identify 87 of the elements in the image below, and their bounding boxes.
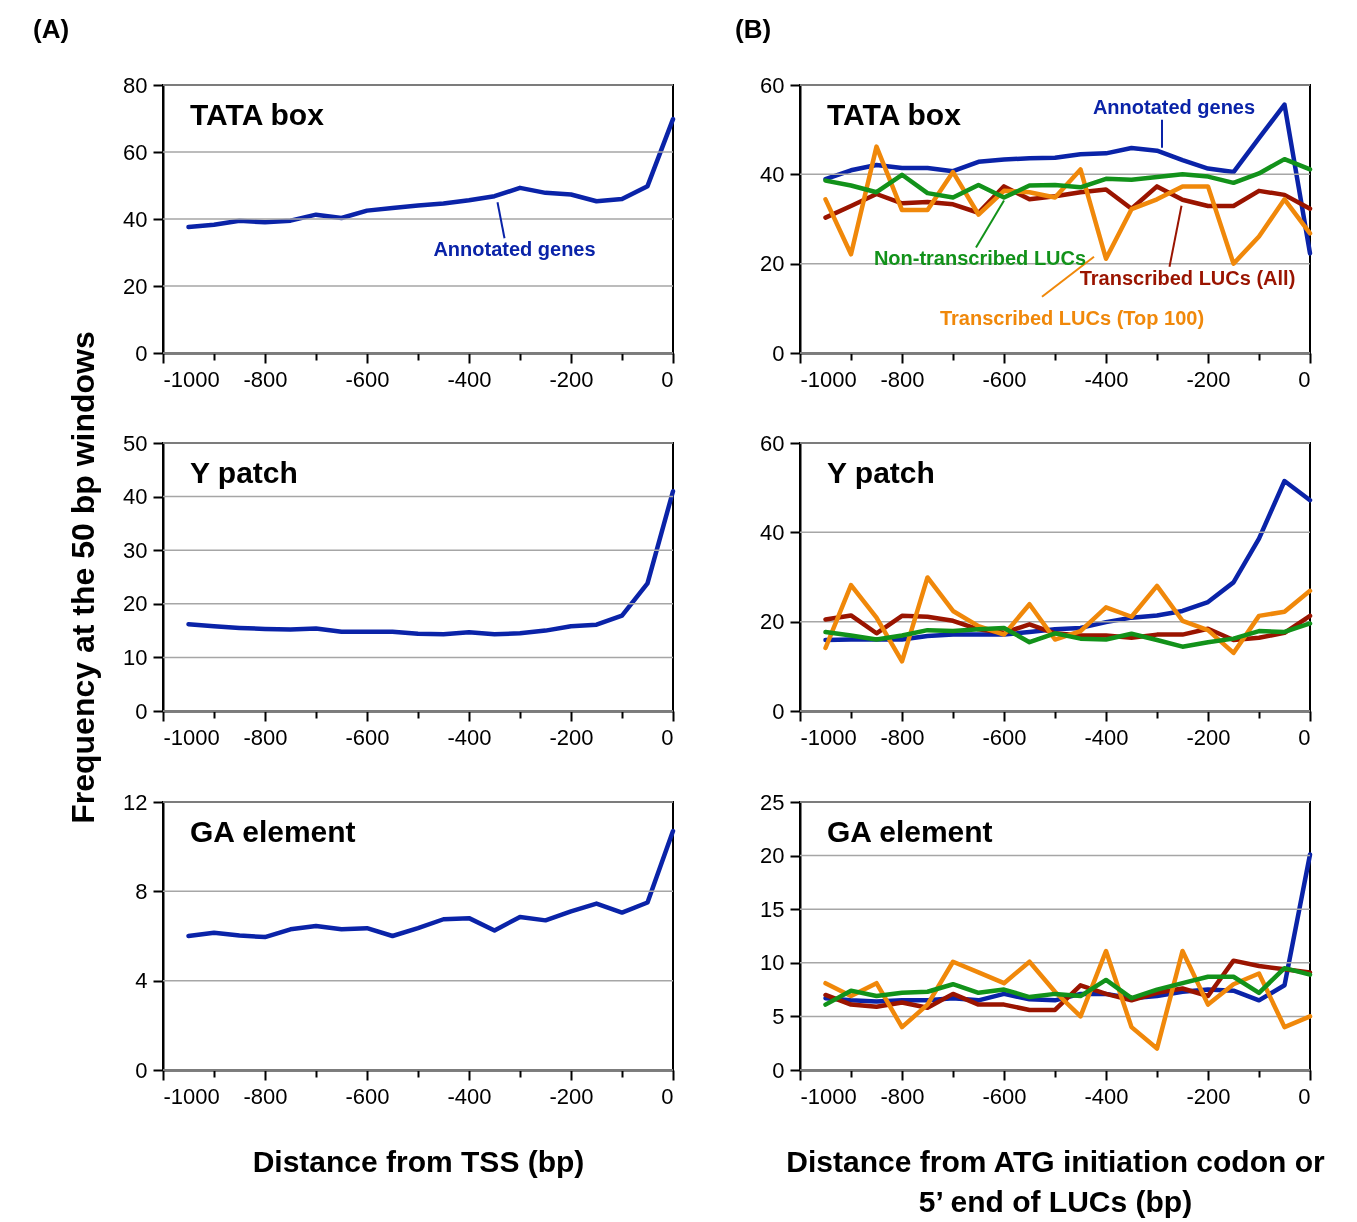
line-series <box>823 965 1313 1007</box>
chart-title: TATA box <box>827 98 962 131</box>
y-tick-label: 20 <box>760 609 785 635</box>
x-tick-label: -200 <box>549 724 594 750</box>
x-tick-label: -600 <box>345 724 390 750</box>
y-tick-label: 0 <box>772 340 785 366</box>
x-tick-label: -800 <box>243 366 288 392</box>
x-tick-label: 0 <box>661 724 674 750</box>
text: Transcribed LUCs (All) <box>1079 266 1296 289</box>
x-tick-label: -200 <box>549 1083 594 1109</box>
y-tick-label: 40 <box>760 519 785 545</box>
legend-label: Non-transcribed LUCs <box>873 246 1087 269</box>
y-tick-label: 0 <box>135 340 148 366</box>
y-tick-label: 25 <box>760 789 785 815</box>
x-tick-label: -400 <box>447 366 492 392</box>
chart-title: Y patch <box>827 456 935 489</box>
x-tick-label: -800 <box>880 724 925 750</box>
x-tick-label: -400 <box>1084 724 1129 750</box>
x-tick-label: -800 <box>243 724 288 750</box>
x-tick-label: -400 <box>1084 1083 1129 1109</box>
line-series <box>186 488 676 637</box>
x-tick-label: -800 <box>880 366 925 392</box>
series-label: Annotated genes <box>1092 95 1256 118</box>
x-tick-label: -600 <box>982 1083 1027 1109</box>
x-tick-label: -1000 <box>163 366 220 392</box>
legend-label: Transcribed LUCs (Top 100) <box>939 306 1205 329</box>
y-tick-label: 10 <box>760 950 785 976</box>
x-tick-label: -1000 <box>800 1083 857 1109</box>
x-tick-label: -1000 <box>163 1083 220 1109</box>
y-tick-label: 40 <box>123 206 148 232</box>
y-tick-label: 20 <box>123 591 148 617</box>
x-tick-label: -400 <box>447 1083 492 1109</box>
x-tick-label: 0 <box>1298 724 1311 750</box>
line-series <box>823 144 1313 266</box>
y-tick-label: 12 <box>123 789 148 815</box>
x-axis-title: Distance from TSS (bp) <box>252 1144 585 1178</box>
x-tick-label: -800 <box>243 1083 288 1109</box>
line-series <box>823 621 1313 649</box>
y-tick-label: 20 <box>760 843 785 869</box>
chart-title: Y patch <box>190 456 298 489</box>
x-tick-label: -200 <box>1186 366 1231 392</box>
x-tick-label: -1000 <box>800 724 857 750</box>
y-axis-title: Frequency at the 50 bp windows <box>65 331 102 824</box>
y-tick-label: 0 <box>772 1057 785 1083</box>
x-tick-label: -400 <box>1084 366 1129 392</box>
y-tick-label: 15 <box>760 896 785 922</box>
x-tick-label: -600 <box>982 724 1027 750</box>
x-tick-label: -200 <box>1186 1083 1231 1109</box>
y-tick-label: 5 <box>772 1003 785 1029</box>
legend-label: Annotated genes <box>433 238 596 261</box>
x-tick-label: 0 <box>661 1083 674 1109</box>
y-tick-label: 10 <box>123 644 148 670</box>
y-tick-label: 4 <box>135 968 148 994</box>
line-series <box>823 575 1313 664</box>
chart-title: GA element <box>190 815 356 848</box>
chart-title: GA element <box>827 815 993 848</box>
x-tick-label: -600 <box>345 366 390 392</box>
x-tick-label: -200 <box>549 366 594 392</box>
x-tick-label: -400 <box>447 724 492 750</box>
y-tick-label: 60 <box>760 72 785 98</box>
x-tick-label: -800 <box>880 1083 925 1109</box>
y-tick-label: 80 <box>123 72 148 98</box>
x-tick-label: -200 <box>1186 724 1231 750</box>
y-tick-label: 0 <box>135 1057 148 1083</box>
x-tick-label: 0 <box>1298 366 1311 392</box>
text: (A) <box>33 14 70 44</box>
y-tick-label: 50 <box>123 430 148 456</box>
y-tick-label: 60 <box>123 139 148 165</box>
x-tick-label: 0 <box>661 366 674 392</box>
x-tick-label: -600 <box>982 366 1027 392</box>
text: (B) <box>735 14 772 44</box>
y-tick-label: 8 <box>135 878 148 904</box>
x-tick-label: -1000 <box>163 724 220 750</box>
x-tick-label: 0 <box>1298 1083 1311 1109</box>
line-series <box>823 948 1313 1051</box>
y-tick-label: 20 <box>760 251 785 277</box>
y-tick-label: 0 <box>135 698 148 724</box>
x-tick-label: -1000 <box>800 366 857 392</box>
y-tick-label: 60 <box>760 430 785 456</box>
y-tick-label: 20 <box>123 273 148 299</box>
y-tick-label: 30 <box>123 537 148 563</box>
y-tick-label: 40 <box>123 484 148 510</box>
y-tick-label: 0 <box>772 698 785 724</box>
x-axis-title: Distance from ATG initiation codon or 5’ end of LUCs (bp) <box>786 1144 1325 1218</box>
chart-title: TATA box <box>190 98 325 131</box>
x-tick-label: -600 <box>345 1083 390 1109</box>
y-tick-label: 40 <box>760 161 785 187</box>
